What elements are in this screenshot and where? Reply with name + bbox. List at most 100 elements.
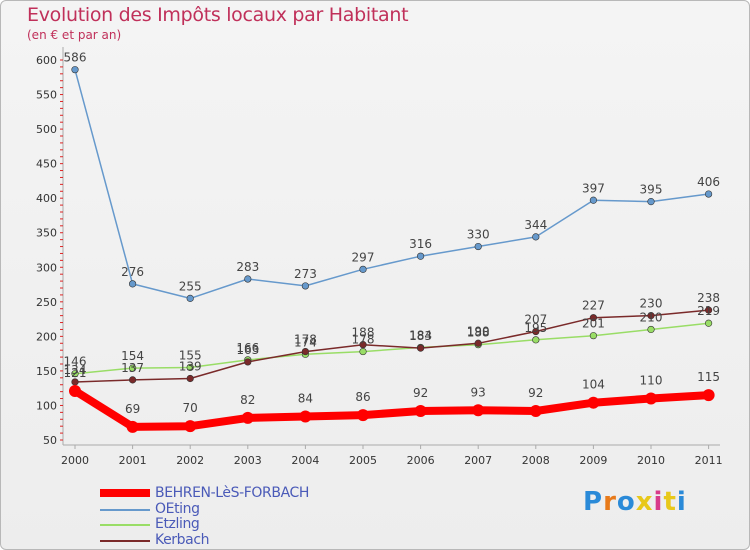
data-label: 397 [582, 181, 605, 195]
logo-letter: x [635, 487, 654, 517]
y-tick-label: 200 [36, 330, 57, 343]
legend-label: OEting [155, 500, 200, 517]
data-point [704, 319, 713, 327]
data-point [129, 376, 137, 384]
y-tick-label: 250 [36, 296, 57, 309]
data-label: 166 [236, 341, 259, 355]
data-label: 154 [121, 349, 144, 363]
data-point [589, 314, 598, 322]
x-tick-label: 2002 [176, 454, 204, 467]
data-label: 238 [697, 291, 720, 305]
x-tick-label: 2007 [464, 454, 492, 467]
data-label: 227 [582, 299, 605, 313]
proxiti-logo: Proxiti [583, 487, 687, 517]
data-label: 139 [179, 360, 202, 374]
data-point [357, 409, 369, 422]
legend-swatch [100, 524, 150, 526]
data-label: 104 [582, 378, 605, 392]
data-label: 195 [524, 321, 547, 335]
x-tick-label: 2011 [695, 454, 723, 467]
y-tick-label: 300 [36, 261, 57, 274]
x-tick-label: 2000 [61, 454, 89, 467]
y-tick-label: 350 [36, 227, 57, 240]
data-label: 273 [294, 267, 317, 281]
y-tick-label: 150 [36, 365, 57, 378]
data-label: 92 [528, 386, 543, 400]
logo-letter: t [663, 487, 677, 517]
data-label: 115 [697, 370, 720, 384]
data-label: 190 [467, 324, 490, 338]
data-point [414, 404, 427, 417]
data-label: 82 [240, 393, 255, 407]
data-point [184, 420, 197, 433]
data-point [301, 347, 310, 356]
data-label: 201 [582, 317, 605, 331]
chart-title: Evolution des Impôts locaux par Habitant [27, 4, 409, 26]
axes: 50 100 150 200 250 300 350 400 450 500 550 600 2000 2… [36, 47, 723, 467]
data-label: 330 [467, 228, 490, 242]
data-label: 586 [64, 51, 87, 65]
y-tick-label: 550 [36, 89, 57, 102]
x-tick-label: 2001 [119, 454, 147, 467]
data-label: 395 [640, 183, 663, 197]
data-point [299, 410, 312, 423]
data-label: 174 [294, 335, 317, 349]
series-line [71, 386, 713, 431]
legend-swatch [100, 539, 150, 542]
logo-letter: i [653, 487, 664, 517]
data-label: 283 [236, 260, 259, 274]
series-line [74, 322, 710, 375]
data-point [704, 306, 713, 314]
data-label: 110 [640, 374, 663, 388]
data-label: 207 [524, 313, 547, 327]
data-point [359, 347, 367, 356]
data-label: 188 [352, 326, 375, 340]
data-point [71, 66, 79, 74]
data-point [129, 364, 137, 372]
data-label: 121 [64, 366, 87, 380]
y-tick-label: 600 [36, 54, 57, 67]
data-point [417, 252, 425, 260]
data-point [69, 384, 81, 397]
legend-swatch [100, 508, 150, 511]
y-tick-label: 50 [43, 434, 57, 447]
data-label: 188 [467, 326, 490, 340]
data-point [244, 358, 252, 366]
data-point [474, 242, 482, 251]
data-point [241, 411, 254, 424]
logo-letter: P [583, 487, 604, 517]
y-tick-label: 400 [36, 192, 57, 205]
data-point [186, 374, 194, 383]
data-point [587, 396, 600, 409]
series-line [74, 309, 710, 383]
data-point [186, 363, 194, 372]
data-label: 84 [298, 392, 313, 406]
data-label: 134 [64, 363, 87, 377]
x-tick-label: 2004 [291, 454, 319, 467]
series-points [69, 66, 715, 433]
data-label: 178 [352, 333, 375, 347]
data-label: 297 [352, 250, 375, 264]
data-label: 93 [471, 385, 486, 399]
data-label: 92 [413, 386, 428, 400]
x-tick-label: 2010 [637, 454, 665, 467]
data-label: 184 [409, 328, 432, 342]
data-point [589, 196, 598, 204]
data-label: 255 [179, 279, 202, 293]
data-point [704, 190, 713, 198]
data-point [301, 282, 310, 290]
data-point [359, 341, 367, 349]
data-point [129, 280, 137, 288]
data-point [474, 339, 482, 347]
y-tick-label: 100 [36, 399, 57, 412]
data-label: 276 [121, 265, 144, 279]
data-point [532, 233, 540, 241]
data-point [186, 294, 194, 302]
data-point [417, 344, 425, 352]
y-tick-label: 500 [36, 123, 57, 136]
data-label: 406 [697, 175, 720, 189]
data-label: 146 [64, 355, 87, 369]
data-point [647, 198, 655, 206]
series-lines [71, 68, 713, 431]
